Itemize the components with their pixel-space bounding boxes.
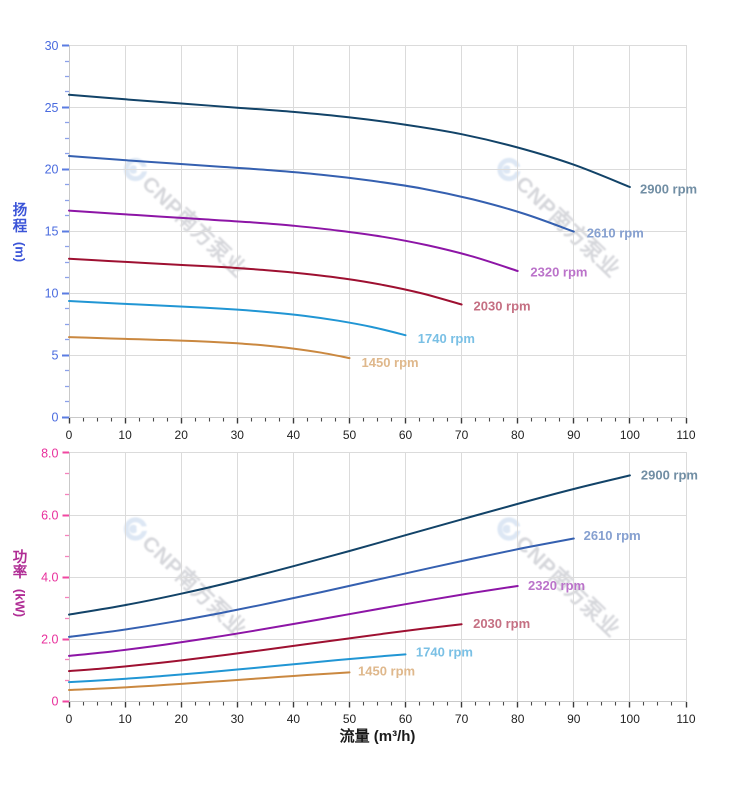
svg-text:流量 (m³/h): 流量 (m³/h) xyxy=(340,727,416,745)
svg-text:30: 30 xyxy=(45,39,59,53)
svg-text:100: 100 xyxy=(620,428,640,442)
svg-text:0: 0 xyxy=(52,695,59,709)
svg-text:110: 110 xyxy=(676,712,695,726)
svg-text:1450 rpm: 1450 rpm xyxy=(358,664,415,679)
svg-text:8.0: 8.0 xyxy=(41,446,58,460)
svg-text:功: 功 xyxy=(13,549,28,566)
svg-text:(m): (m) xyxy=(13,242,28,262)
svg-text:2900 rpm: 2900 rpm xyxy=(641,468,698,483)
svg-text:30: 30 xyxy=(231,712,245,726)
svg-text:2610 rpm: 2610 rpm xyxy=(587,225,644,240)
svg-text:60: 60 xyxy=(399,712,413,726)
svg-text:5: 5 xyxy=(52,349,59,363)
svg-text:1740 rpm: 1740 rpm xyxy=(416,645,473,660)
svg-text:2900 rpm: 2900 rpm xyxy=(640,181,697,196)
svg-text:10: 10 xyxy=(45,287,59,301)
svg-text:60: 60 xyxy=(399,428,413,442)
svg-text:70: 70 xyxy=(455,712,469,726)
svg-text:2320 rpm: 2320 rpm xyxy=(530,265,587,280)
svg-text:0: 0 xyxy=(52,411,59,425)
svg-text:30: 30 xyxy=(231,428,245,442)
svg-text:0: 0 xyxy=(66,428,73,442)
svg-text:25: 25 xyxy=(45,101,59,115)
svg-text:80: 80 xyxy=(511,712,525,726)
svg-text:率: 率 xyxy=(13,563,28,581)
svg-text:程: 程 xyxy=(13,218,28,235)
svg-text:40: 40 xyxy=(287,428,301,442)
svg-text:70: 70 xyxy=(455,428,469,442)
svg-text:扬: 扬 xyxy=(13,201,28,219)
svg-text:(kW): (kW) xyxy=(13,589,28,617)
svg-text:50: 50 xyxy=(343,428,357,442)
svg-text:6.0: 6.0 xyxy=(41,508,58,522)
svg-text:90: 90 xyxy=(567,712,581,726)
svg-text:4.0: 4.0 xyxy=(41,570,58,584)
svg-text:1450 rpm: 1450 rpm xyxy=(362,355,419,370)
svg-text:0: 0 xyxy=(66,712,73,726)
svg-text:20: 20 xyxy=(45,163,59,177)
svg-text:2.0: 2.0 xyxy=(41,633,58,647)
svg-text:80: 80 xyxy=(511,428,525,442)
svg-text:15: 15 xyxy=(45,225,59,239)
svg-text:2610 rpm: 2610 rpm xyxy=(584,528,641,543)
svg-text:2320 rpm: 2320 rpm xyxy=(528,578,585,593)
svg-text:50: 50 xyxy=(343,712,357,726)
svg-text:20: 20 xyxy=(175,428,189,442)
svg-text:10: 10 xyxy=(118,428,132,442)
svg-text:90: 90 xyxy=(567,428,581,442)
svg-text:110: 110 xyxy=(676,428,695,442)
svg-text:2030 rpm: 2030 rpm xyxy=(473,616,530,631)
svg-text:10: 10 xyxy=(118,712,132,726)
svg-text:1740 rpm: 1740 rpm xyxy=(418,331,475,346)
svg-text:40: 40 xyxy=(287,712,301,726)
svg-text:100: 100 xyxy=(620,712,640,726)
svg-text:2030 rpm: 2030 rpm xyxy=(474,299,531,314)
svg-text:20: 20 xyxy=(175,712,189,726)
